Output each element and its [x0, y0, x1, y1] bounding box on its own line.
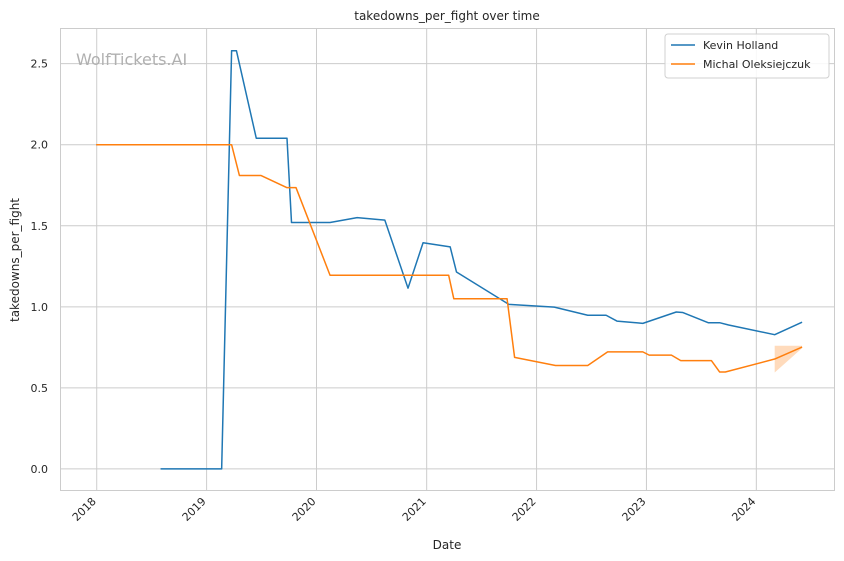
- x-tick-labels: 2018 2019 2020 2021 2022 2023 2024: [70, 495, 759, 524]
- y-tick-labels: 0.0 0.5 1.0 1.5 2.0 2.5: [31, 58, 49, 476]
- x-axis-title: Date: [433, 538, 462, 552]
- plot-area-border: [60, 28, 835, 491]
- y-tick-label: 2.5: [31, 58, 49, 71]
- x-tick-label: 2019: [180, 495, 209, 524]
- legend-entry: Kevin Holland: [703, 39, 778, 52]
- y-tick-label: 0.0: [31, 463, 49, 476]
- legend: Kevin Holland Michal Oleksiejczuk: [664, 33, 830, 79]
- series-line: [160, 49, 803, 470]
- x-tick-label: 2024: [729, 495, 758, 524]
- y-tick-label: 1.0: [31, 301, 49, 314]
- legend-box: [664, 33, 830, 79]
- watermark: WolfTickets.AI: [76, 50, 187, 69]
- x-tick-label: 2023: [620, 495, 649, 524]
- y-tick-label: 2.0: [31, 139, 49, 152]
- x-tick-label: 2021: [400, 495, 429, 524]
- confidence-band-layer: [774, 345, 803, 373]
- y-axis-title: takedowns_per_fight: [8, 198, 22, 322]
- x-tick-label: 2018: [70, 495, 99, 524]
- confidence-band: [774, 345, 803, 373]
- x-tick-label: 2020: [290, 495, 319, 524]
- series-layer: [96, 49, 803, 470]
- series-line: [96, 143, 803, 373]
- chart-title: takedowns_per_fight over time: [354, 9, 540, 23]
- legend-entry: Michal Oleksiejczuk: [703, 58, 811, 71]
- x-tick-label: 2022: [510, 495, 539, 524]
- grid: [60, 28, 834, 490]
- y-tick-label: 1.5: [31, 220, 49, 233]
- y-tick-label: 0.5: [31, 382, 49, 395]
